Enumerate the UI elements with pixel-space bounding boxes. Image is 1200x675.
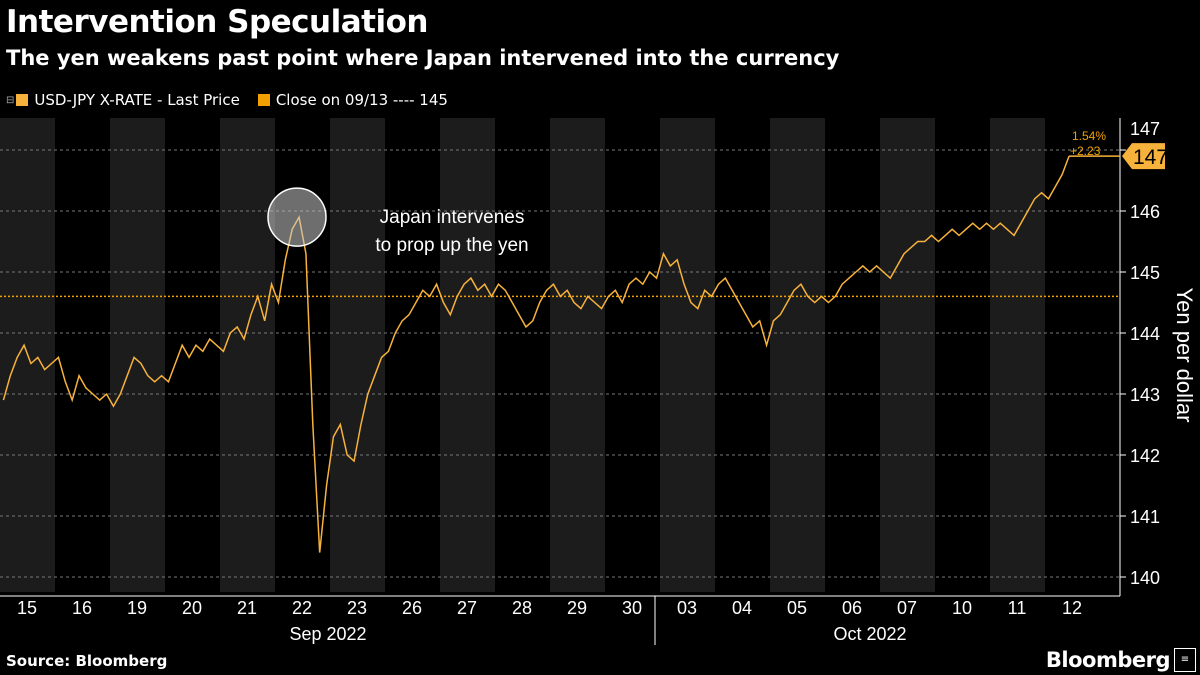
y-tick-label: 143 — [1130, 385, 1160, 405]
y-tick-label: 140 — [1130, 568, 1160, 588]
x-tick-label: 27 — [457, 598, 477, 618]
y-tick-label: 146 — [1130, 202, 1160, 222]
legend-label-close: Close on 09/13 ---- 145 — [275, 91, 448, 109]
x-tick-label: 26 — [402, 598, 422, 618]
month-label: Sep 2022 — [289, 624, 366, 644]
x-tick-label: 03 — [677, 598, 697, 618]
legend: ⊟ USD-JPY X-RATE - Last Price Close on 0… — [6, 91, 448, 109]
legend-swatch-close — [257, 94, 270, 106]
legend-label-price: USD-JPY X-RATE - Last Price — [34, 91, 240, 109]
x-tick-label: 10 — [952, 598, 972, 618]
day-band — [330, 118, 385, 592]
x-tick-label: 07 — [897, 598, 917, 618]
y-tick-label: 144 — [1130, 324, 1160, 344]
day-band — [990, 118, 1045, 592]
y-tick-label: 145 — [1130, 263, 1160, 283]
month-label: Oct 2022 — [833, 624, 906, 644]
day-band — [220, 118, 275, 592]
annotation-text: to prop up the yen — [375, 235, 528, 256]
x-tick-label: 15 — [17, 598, 37, 618]
day-band — [880, 118, 935, 592]
x-tick-label: 21 — [237, 598, 257, 618]
bloomberg-terminal-icon: ≡ — [1174, 648, 1196, 672]
last-price-tag — [1122, 143, 1165, 170]
annotation-text: Japan intervenes — [380, 207, 525, 228]
x-tick-label: 04 — [732, 598, 752, 618]
last-price-label: 147 — [1133, 146, 1168, 169]
day-band — [110, 118, 165, 592]
x-tick-label: 16 — [72, 598, 92, 618]
annotation-circle — [267, 187, 327, 247]
day-band — [660, 118, 715, 592]
y-tick-label: 142 — [1130, 446, 1160, 466]
x-tick-label: 19 — [127, 598, 147, 618]
y-tick-label: 147 — [1130, 119, 1160, 139]
x-tick-label: 28 — [512, 598, 532, 618]
legend-collapse-icon[interactable]: ⊟ — [6, 94, 15, 106]
day-band — [550, 118, 605, 592]
chart-subtitle: The yen weakens past point where Japan i… — [6, 46, 840, 70]
y-tick-label: 141 — [1130, 507, 1160, 527]
day-band — [440, 118, 495, 592]
x-tick-label: 29 — [567, 598, 587, 618]
change-pct-label: 1.54% — [1072, 129, 1106, 143]
x-tick-label: 30 — [622, 598, 642, 618]
price-line — [2, 155, 1070, 553]
y-axis-label: Yen per dollar — [1172, 288, 1197, 423]
x-tick-label: 22 — [292, 598, 312, 618]
x-tick-label: 11 — [1008, 598, 1027, 618]
x-tick-label: 23 — [347, 598, 367, 618]
legend-swatch-price — [16, 94, 29, 106]
change-abs-label: +2.23 — [1070, 144, 1101, 158]
x-tick-label: 06 — [842, 598, 862, 618]
source-note: Source: Bloomberg — [6, 652, 168, 670]
x-tick-label: 12 — [1062, 598, 1082, 618]
bloomberg-logo: Bloomberg — [1045, 648, 1171, 672]
x-tick-label: 20 — [182, 598, 202, 618]
day-band — [770, 118, 825, 592]
x-tick-label: 05 — [787, 598, 807, 618]
chart-title: Intervention Speculation — [6, 4, 429, 40]
